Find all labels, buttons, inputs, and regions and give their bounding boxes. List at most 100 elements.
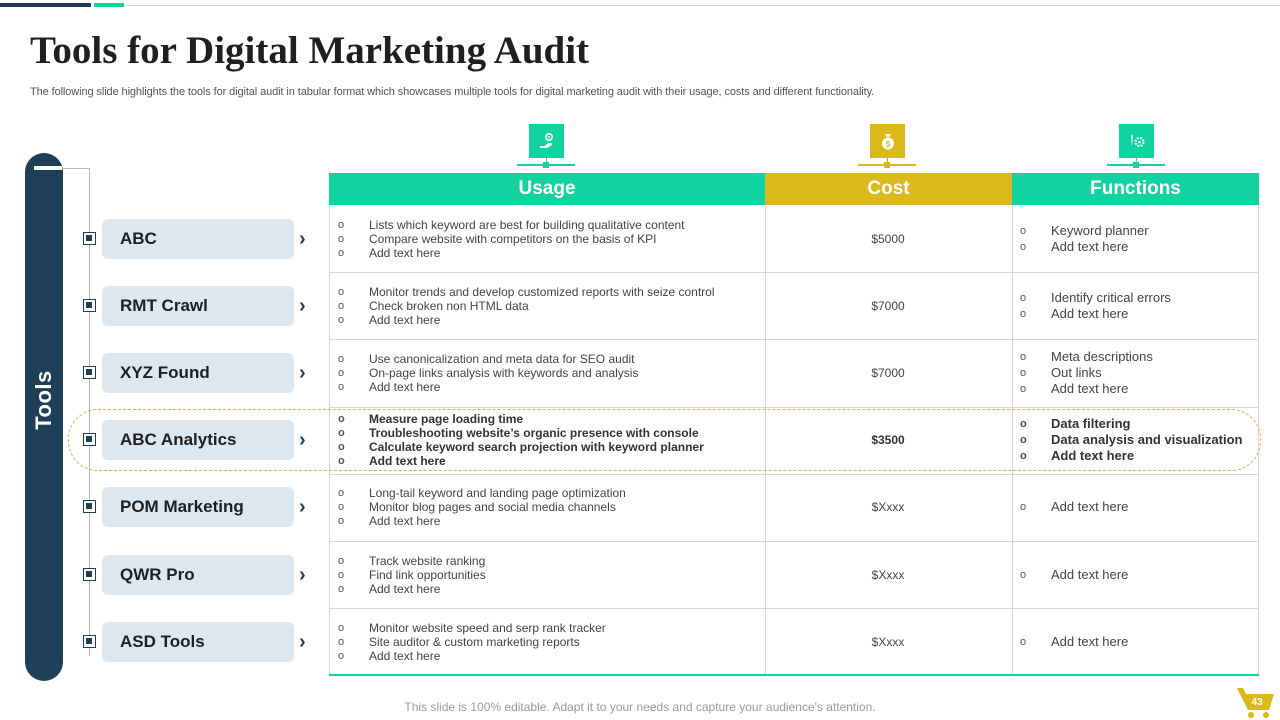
connector-line-top: [62, 168, 90, 169]
tool-item[interactable]: RMT Crawl ›: [80, 285, 315, 326]
tool-item[interactable]: ABC ›: [80, 218, 315, 259]
usage-item: Add text here: [338, 313, 763, 327]
header-cost: Cost: [765, 173, 1012, 205]
chevron-right-icon: ›: [299, 362, 306, 384]
row-separator: [329, 272, 1259, 274]
usage-item: Monitor trends and develop customized re…: [338, 285, 763, 299]
function-item: Add text here: [1020, 634, 1256, 650]
function-item: Identify critical errors: [1020, 290, 1256, 306]
table-bottom-rule: [329, 674, 1259, 676]
chevron-right-icon: ›: [299, 294, 306, 317]
usage-item: Add text here: [338, 246, 763, 260]
usage-cell: Long-tail keyword and landing page optim…: [338, 486, 763, 528]
header-functions: Functions: [1012, 173, 1259, 205]
usage-cell: Track website rankingFind link opportuni…: [338, 554, 763, 596]
usage-item: Troubleshooting website’s organic presen…: [338, 426, 763, 440]
cost-icon-dot: [884, 162, 890, 168]
usage-item: Add text here: [338, 582, 763, 596]
cost-cell: $7000: [871, 366, 905, 380]
functions-cell: Data filteringData analysis and visualiz…: [1020, 416, 1256, 464]
chevron-right-icon: ›: [299, 227, 306, 250]
row-separator: [329, 608, 1259, 610]
cost-icon-stem: [887, 158, 888, 164]
cart-icon: [1237, 688, 1274, 718]
usage-item: Check broken non HTML data: [338, 299, 763, 313]
tool-name: ABC: [102, 218, 294, 259]
chevron-right-icon: ›: [299, 630, 306, 653]
tools-pill-accent: [34, 166, 62, 170]
usage-cell: Measure page loading timeTroubleshooting…: [338, 412, 763, 468]
usage-item: Measure page loading time: [338, 412, 763, 426]
usage-item: Add text here: [338, 454, 763, 468]
usage-item: Add text here: [338, 649, 763, 663]
tool-name: XYZ Found: [102, 353, 294, 393]
cost-cell: $5000: [871, 231, 905, 246]
table-frame: [329, 205, 1259, 675]
function-item: Data analysis and visualization: [1020, 432, 1256, 448]
gears-icon: [1119, 124, 1154, 158]
chevron-right-icon: ›: [299, 429, 306, 452]
functions-cell: Add text here: [1020, 567, 1256, 583]
tools-sidebar-pill: [25, 153, 63, 681]
money-bag-icon: $: [870, 124, 905, 158]
usage-item: Track website ranking: [338, 554, 763, 568]
usage-cell: Lists which keyword are best for buildin…: [338, 218, 763, 260]
function-item: Add text here: [1020, 306, 1256, 322]
usage-icon-dot: [543, 162, 549, 168]
row-separator: [329, 473, 1259, 475]
checkbox-icon: [83, 298, 96, 312]
tool-name: QWR Pro: [102, 554, 294, 595]
checkbox-icon: [83, 366, 96, 379]
usage-item: Monitor blog pages and social media chan…: [338, 500, 763, 514]
chevron-right-icon: ›: [299, 563, 306, 586]
top-accent-bar-green: [94, 3, 124, 7]
tool-item[interactable]: ASD Tools ›: [80, 621, 315, 662]
row-separator: [329, 541, 1259, 542]
cost-cell: $7000: [871, 298, 905, 313]
usage-cell: Monitor website speed and serp rank trac…: [338, 621, 763, 663]
usage-item: Site auditor & custom marketing reports: [338, 635, 763, 649]
usage-item: Lists which keyword are best for buildin…: [338, 218, 763, 232]
functions-icon-stem: [1136, 158, 1137, 164]
svg-text:$: $: [885, 140, 890, 149]
functions-cell: Identify critical errorsAdd text here: [1020, 290, 1256, 322]
usage-item: On-page links analysis with keywords and…: [338, 366, 763, 380]
row-separator: [329, 406, 1259, 408]
usage-item: Add text here: [338, 380, 763, 394]
checkbox-icon: [83, 634, 96, 648]
tool-name: ASD Tools: [102, 621, 294, 662]
tool-item[interactable]: XYZ Found ›: [80, 353, 315, 393]
function-item: Add text here: [1020, 239, 1256, 255]
column-separator-functions: [1012, 205, 1013, 675]
highlighted-row-outline: [68, 409, 1261, 471]
tool-item[interactable]: QWR Pro ›: [80, 554, 315, 595]
cost-cell: $3500: [871, 433, 905, 448]
tool-item[interactable]: POM Marketing ›: [80, 487, 315, 528]
usage-cell: Monitor trends and develop customized re…: [338, 285, 763, 327]
usage-item: Long-tail keyword and landing page optim…: [338, 486, 763, 500]
page-number: 43: [1251, 697, 1263, 708]
usage-item: Use canonicalization and meta data for S…: [338, 352, 763, 366]
footer-note: This slide is 100% editable. Adapt it to…: [404, 700, 876, 714]
column-separator-cost: [765, 205, 766, 675]
function-item: Out links: [1020, 365, 1256, 381]
cost-cell: $Xxxx: [871, 634, 905, 649]
function-item: Add text here: [1020, 499, 1256, 515]
hand-gear-icon: [529, 124, 564, 158]
usage-item: Find link opportunities: [338, 568, 763, 582]
usage-item: Add text here: [338, 514, 763, 528]
chevron-right-icon: ›: [299, 496, 306, 519]
usage-item: Compare website with competitors on the …: [338, 232, 763, 246]
checkbox-icon: [83, 567, 96, 581]
tool-name: POM Marketing: [102, 487, 294, 528]
header-usage: Usage: [329, 173, 765, 205]
functions-cell: Add text here: [1020, 634, 1256, 650]
function-item: Meta descriptions: [1020, 349, 1256, 365]
cost-cell: $Xxxx: [871, 567, 905, 582]
tool-name: ABC Analytics: [102, 420, 294, 461]
function-item: Add text here: [1020, 567, 1256, 583]
functions-cell: Add text here: [1020, 499, 1256, 515]
row-separator: [329, 339, 1259, 341]
cost-cell: $Xxxx: [871, 500, 905, 515]
functions-cell: Keyword plannerAdd text here: [1020, 223, 1256, 255]
